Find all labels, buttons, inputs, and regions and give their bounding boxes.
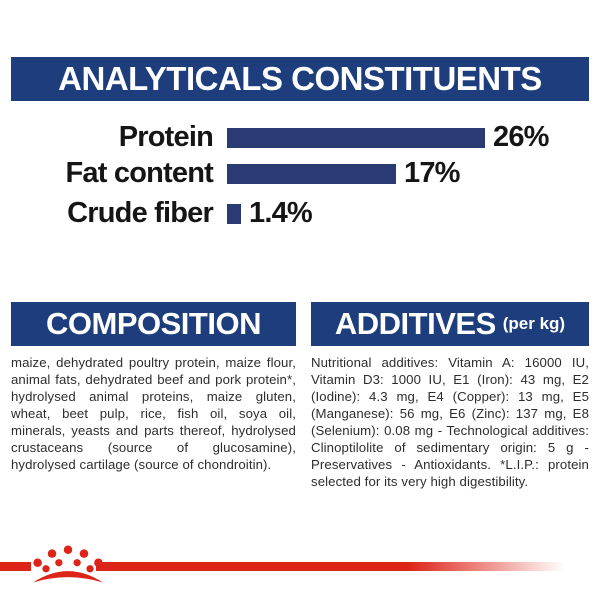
composition-title: COMPOSITION bbox=[46, 306, 261, 341]
composition-body: maize, dehydrated poultry protein, maize… bbox=[11, 355, 296, 472]
bar-protein bbox=[227, 127, 485, 148]
analytical-constituents-title: ANALYTICALS CONSTITUENTS bbox=[58, 60, 542, 97]
chart-row-protein: Protein 26% bbox=[0, 121, 600, 153]
bar-label-crude-fiber: Crude fiber bbox=[67, 197, 214, 229]
bar-value-fat-content: 17% bbox=[404, 157, 460, 189]
footer-red-line-left bbox=[0, 562, 31, 571]
bar-label-fat-content: Fat content bbox=[65, 157, 214, 189]
additives-title: ADDITIVES bbox=[334, 306, 496, 341]
additives-per-kg-label: (per kg) bbox=[502, 314, 566, 333]
bar-label-protein: Protein bbox=[118, 121, 214, 153]
chart-row-crude-fiber: Crude fiber 1.4% bbox=[0, 197, 600, 229]
bar-fat-content bbox=[227, 163, 396, 184]
analytical-constituents-chart: Protein 26% Fat content 17% Crude fiber … bbox=[0, 117, 600, 229]
bar-value-protein: 26% bbox=[493, 121, 549, 153]
chart-row-fat-content: Fat content 17% bbox=[0, 157, 600, 189]
additives-header: ADDITIVES (per kg) bbox=[311, 302, 589, 346]
additives-body: Nutritional additives: Vitamin A: 16000 … bbox=[311, 355, 589, 489]
royal-canin-crown-icon bbox=[33, 545, 103, 583]
composition-header: COMPOSITION bbox=[11, 302, 296, 346]
bar-crude-fiber bbox=[227, 203, 241, 224]
additives-section: ADDITIVES (per kg) Nutritional additives… bbox=[311, 302, 589, 490]
footer-red-line-right bbox=[96, 562, 600, 571]
bar-value-crude-fiber: 1.4% bbox=[249, 197, 313, 229]
composition-section: COMPOSITION maize, dehydrated poultry pr… bbox=[11, 302, 296, 473]
analytical-constituents-header: ANALYTICALS CONSTITUENTS bbox=[11, 57, 589, 101]
